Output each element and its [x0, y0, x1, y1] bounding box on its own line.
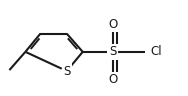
- Text: O: O: [108, 73, 118, 86]
- Text: Cl: Cl: [150, 45, 162, 58]
- Text: S: S: [109, 45, 117, 58]
- Text: O: O: [108, 17, 118, 31]
- Text: S: S: [63, 65, 70, 78]
